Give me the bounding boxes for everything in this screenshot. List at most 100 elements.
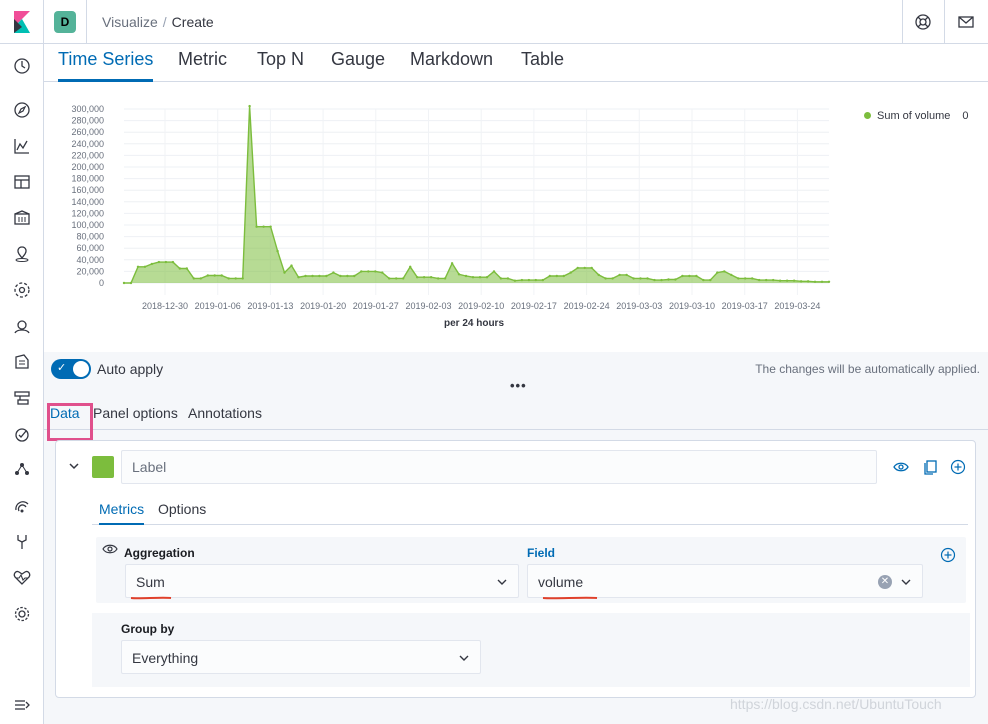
mail-icon[interactable] [956,12,976,32]
check-icon: ✓ [57,362,67,374]
add-aggregation-plus-icon[interactable] [940,547,956,568]
uptime-icon[interactable] [12,424,32,444]
data-point [129,281,133,285]
data-point [778,279,782,282]
data-point [269,225,272,228]
data-point [499,277,503,280]
add-series-plus-icon[interactable] [950,459,966,475]
data-point [248,104,251,108]
monitoring-icon[interactable] [12,568,32,588]
side-nav [0,44,44,724]
breadcrumb: Visualize / Create [102,14,214,30]
graph-icon[interactable] [12,460,32,480]
red-underline-annotation [542,596,598,600]
data-point [583,266,586,270]
highlight-annotation-box [47,403,93,441]
x-tick-label: 2019-02-10 [458,301,504,311]
data-point [241,277,244,280]
apm-icon[interactable] [12,388,32,408]
group-by-value: Everything [132,650,199,666]
tab-top-n[interactable]: Top N [257,49,305,69]
chevron-down-icon[interactable] [68,459,80,477]
breadcrumb-visualize[interactable]: Visualize [102,14,158,30]
tab-options[interactable]: Options [158,501,207,517]
tab-metric[interactable]: Metric [178,49,227,69]
data-point [751,277,754,280]
data-point [457,273,461,276]
data-point [471,276,475,279]
x-axis-label: per 24 hours [444,318,504,329]
eye-icon[interactable] [102,542,118,561]
aggregation-select[interactable]: Sum [125,564,519,598]
data-point [388,277,391,280]
aggregation-row: Aggregation Field Sum volume ✕ [96,537,966,603]
canvas-icon[interactable] [12,208,32,228]
help-icon[interactable] [913,12,933,32]
maps-icon[interactable] [12,244,32,264]
data-point [213,274,216,277]
x-tick-label: 2019-01-13 [247,301,293,311]
group-by-title: Group by [121,622,175,636]
tab-panel-options[interactable]: Panel options [93,405,178,421]
tab-table[interactable]: Table [521,49,565,69]
visualize-chart-icon[interactable] [12,136,32,156]
clear-icon[interactable]: ✕ [878,575,892,589]
data-point [346,274,349,278]
data-point [625,273,628,277]
tab-time-series[interactable]: Time Series [58,49,154,82]
data-point [702,278,705,282]
x-tick-label: 2019-02-17 [511,301,557,311]
eye-icon[interactable] [893,459,909,475]
space-avatar[interactable]: D [54,11,76,33]
recent-clock-icon[interactable] [12,56,32,76]
data-point [695,274,698,278]
data-point [297,276,300,279]
chart-legend: Sum of volume 0 [864,110,969,122]
tab-gauge[interactable]: Gauge [331,49,386,69]
data-point [283,271,286,274]
data-point [688,274,691,278]
data-point [325,274,328,278]
time-series-chart[interactable]: 020,00040,00060,00080,000100,000120,0001… [44,82,844,342]
infrastructure-icon[interactable] [12,316,32,336]
tab-metrics[interactable]: Metrics [99,501,145,525]
siem-icon[interactable] [12,496,32,516]
data-point [569,271,572,274]
dashboard-icon[interactable] [12,172,32,192]
auto-apply-toggle[interactable]: ✓ [51,359,91,379]
discover-compass-icon[interactable] [12,100,32,120]
data-point [730,273,733,277]
data-point [555,274,558,278]
tab-markdown[interactable]: Markdown [410,49,494,69]
data-point [820,280,824,283]
data-point [402,277,405,280]
data-point [234,277,237,280]
auto-apply-label: Auto apply [97,361,164,377]
data-point [785,279,789,282]
series-label-input[interactable] [121,450,877,484]
logs-icon[interactable] [12,352,32,372]
field-select[interactable]: volume ✕ [527,564,923,598]
tab-annotations[interactable]: Annotations [188,405,262,421]
ml-icon[interactable] [12,280,32,300]
data-point [604,277,607,280]
data-point [646,277,649,280]
resize-handle-dots-icon[interactable]: ••• [510,378,527,393]
elastic-logo-icon[interactable] [0,0,44,44]
management-gear-icon[interactable] [12,604,32,624]
data-point [443,277,447,280]
group-by-select[interactable]: Everything [121,640,481,674]
collapse-nav-icon[interactable] [13,697,31,718]
series-color-swatch[interactable] [92,456,114,478]
y-tick-label: 280,000 [71,116,104,126]
y-tick-label: 160,000 [71,185,104,195]
legend-series-name[interactable]: Sum of volume [877,110,951,122]
data-point [276,249,279,253]
copy-icon[interactable] [922,459,938,475]
dev-tools-icon[interactable] [12,532,32,552]
data-point [150,262,154,266]
data-point [520,278,524,282]
data-point [290,264,293,267]
field-value: volume [538,574,584,590]
tab-data[interactable]: Data [47,403,93,441]
